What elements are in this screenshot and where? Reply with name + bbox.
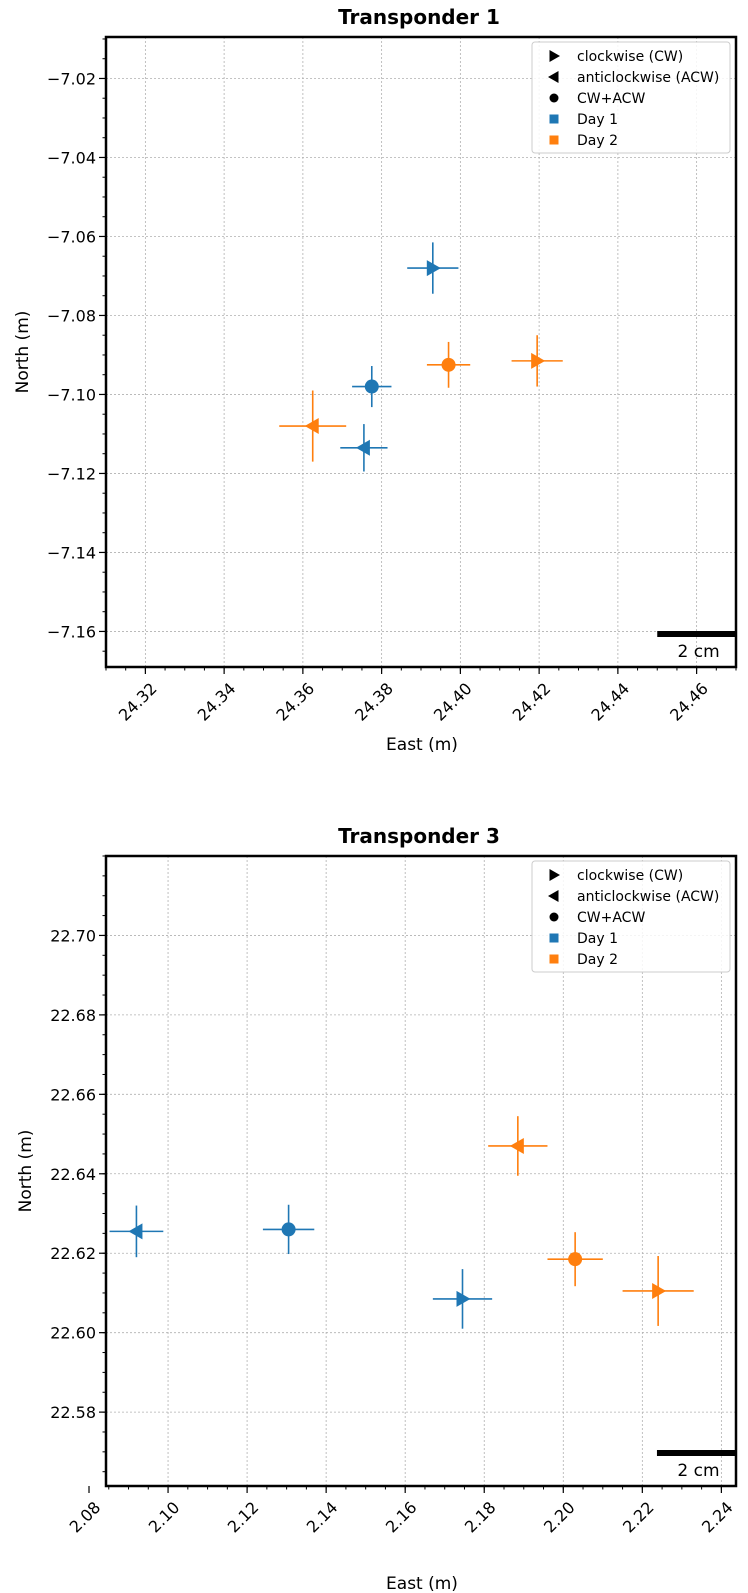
y-tick-label: 22.64 xyxy=(50,1165,96,1184)
point-marker xyxy=(456,1290,471,1307)
data-points xyxy=(109,1116,694,1329)
scale-bar xyxy=(657,631,736,637)
y-tick-label: 22.66 xyxy=(50,1085,96,1104)
data-point-day2-triangle-left xyxy=(488,1116,548,1176)
x-tick-label: 2.20 xyxy=(540,1498,579,1537)
x-tick-label: 2.12 xyxy=(224,1498,263,1537)
legend-box xyxy=(531,860,731,973)
point-marker xyxy=(128,1223,143,1240)
legend-marker-square xyxy=(549,954,559,964)
point-marker xyxy=(281,1222,296,1237)
x-tick-label: 2.16 xyxy=(382,1498,421,1537)
x-tick-label: 24.42 xyxy=(509,679,555,725)
y-tick-label: −7.04 xyxy=(47,148,96,167)
legend-marker-triangle-left xyxy=(548,71,559,83)
scale-bar-label: 2 cm xyxy=(678,642,720,662)
legend-label: CW+ACW xyxy=(577,91,645,107)
y-tick-label: 22.62 xyxy=(50,1244,96,1263)
legend-label: Day 1 xyxy=(577,931,618,947)
scale-bar xyxy=(656,1450,736,1456)
point-marker xyxy=(364,379,379,394)
data-point-day2-circle xyxy=(547,1232,603,1287)
point-marker xyxy=(355,439,370,456)
legend-marker-circle xyxy=(549,93,559,103)
y-tick-label: −7.14 xyxy=(47,543,96,562)
legend: clockwise (CW) anticlockwise (ACW) CW+ACW D… xyxy=(531,860,731,973)
data-point-day1-triangle-left xyxy=(340,424,388,472)
x-tick-label: 2.14 xyxy=(303,1498,342,1537)
point-marker xyxy=(426,260,441,277)
data-point-day2-triangle-right xyxy=(622,1256,694,1326)
transponder-1-panel: 24.32 24.34 24.36 24.38 24.40 24.42 24.44 24.46… xyxy=(13,5,738,755)
legend-label: clockwise (CW) xyxy=(577,49,683,65)
data-point-day2-triangle-right xyxy=(511,335,563,387)
x-tick-label: 24.36 xyxy=(272,679,318,725)
scale-bar-label: 2 cm xyxy=(677,1461,719,1481)
y-tick-label: 22.68 xyxy=(50,1006,96,1025)
legend-marker-circle xyxy=(549,912,559,922)
x-tick-label: 24.32 xyxy=(115,679,161,725)
legend-label: anticlockwise (ACW) xyxy=(577,889,719,905)
legend-box xyxy=(531,41,731,154)
y-tick-label: −7.02 xyxy=(47,69,96,88)
plot-frame xyxy=(104,854,738,1488)
y-tick-label: −7.12 xyxy=(47,464,96,483)
x-tick-label: 2.18 xyxy=(461,1498,500,1537)
legend-marker-square xyxy=(549,135,559,145)
y-tick-label: −7.10 xyxy=(47,385,96,404)
legend-label: Day 2 xyxy=(577,952,618,968)
legend-marker-triangle-right xyxy=(549,869,560,881)
data-point-day2-circle xyxy=(426,341,471,388)
data-point-day1-circle xyxy=(352,366,392,408)
legend: clockwise (CW) anticlockwise (ACW) CW+ACW D… xyxy=(531,41,731,154)
x-tick-label: 24.40 xyxy=(430,679,476,725)
x-tick-label: 24.38 xyxy=(351,679,397,725)
y-tick-label: −7.16 xyxy=(47,622,96,641)
legend-label: anticlockwise (ACW) xyxy=(577,70,719,86)
legend-marker-triangle-left xyxy=(548,890,559,902)
legend-label: Day 2 xyxy=(577,133,618,149)
x-tick-label: 2.10 xyxy=(145,1498,184,1537)
legend-marker-triangle-right xyxy=(549,50,560,62)
data-points xyxy=(279,242,563,472)
x-tick-label: 24.44 xyxy=(587,679,633,725)
transponder-3-panel: 2.08 2.10 2.12 2.14 2.16 2.18 2.20 2.22 2.24 22.7… xyxy=(16,824,738,1593)
point-marker xyxy=(531,352,546,369)
x-tick-label: 2.08 xyxy=(66,1498,105,1537)
point-marker xyxy=(652,1282,667,1299)
data-point-day1-triangle-right xyxy=(407,242,459,294)
x-tick-label: 24.46 xyxy=(666,679,712,725)
legend-label: clockwise (CW) xyxy=(577,868,683,884)
y-tick-label: 22.70 xyxy=(50,926,96,945)
point-marker xyxy=(441,357,456,372)
x-tick-label: 24.34 xyxy=(194,679,240,725)
y-tick-label: −7.08 xyxy=(47,306,96,325)
y-axis-label: North (m) xyxy=(16,1130,36,1213)
y-tick-label: −7.06 xyxy=(47,227,96,246)
chart-title: Transponder 3 xyxy=(338,824,500,848)
data-point-day1-circle xyxy=(262,1204,315,1255)
x-axis-label: East (m) xyxy=(386,735,458,755)
point-marker xyxy=(509,1137,524,1154)
y-tick-label: 22.58 xyxy=(50,1403,96,1422)
legend-label: Day 1 xyxy=(577,112,618,128)
data-point-day1-triangle-right xyxy=(432,1269,493,1329)
data-point-day1-triangle-left xyxy=(109,1205,164,1258)
x-tick-label: 2.22 xyxy=(619,1498,658,1537)
grid-lines xyxy=(106,37,736,667)
x-axis-label: East (m) xyxy=(386,1574,458,1593)
legend-label: CW+ACW xyxy=(577,910,645,926)
data-point-day2-triangle-left xyxy=(279,390,347,462)
point-marker xyxy=(568,1252,583,1267)
chart-title: Transponder 1 xyxy=(338,5,500,29)
plot-frame xyxy=(104,35,738,669)
legend-marker-square xyxy=(549,933,559,943)
x-tick-label: 2.24 xyxy=(698,1498,737,1537)
legend-marker-square xyxy=(549,114,559,124)
point-marker xyxy=(304,418,319,435)
y-axis-label: North (m) xyxy=(13,311,33,394)
y-tick-label: 22.60 xyxy=(50,1324,96,1343)
